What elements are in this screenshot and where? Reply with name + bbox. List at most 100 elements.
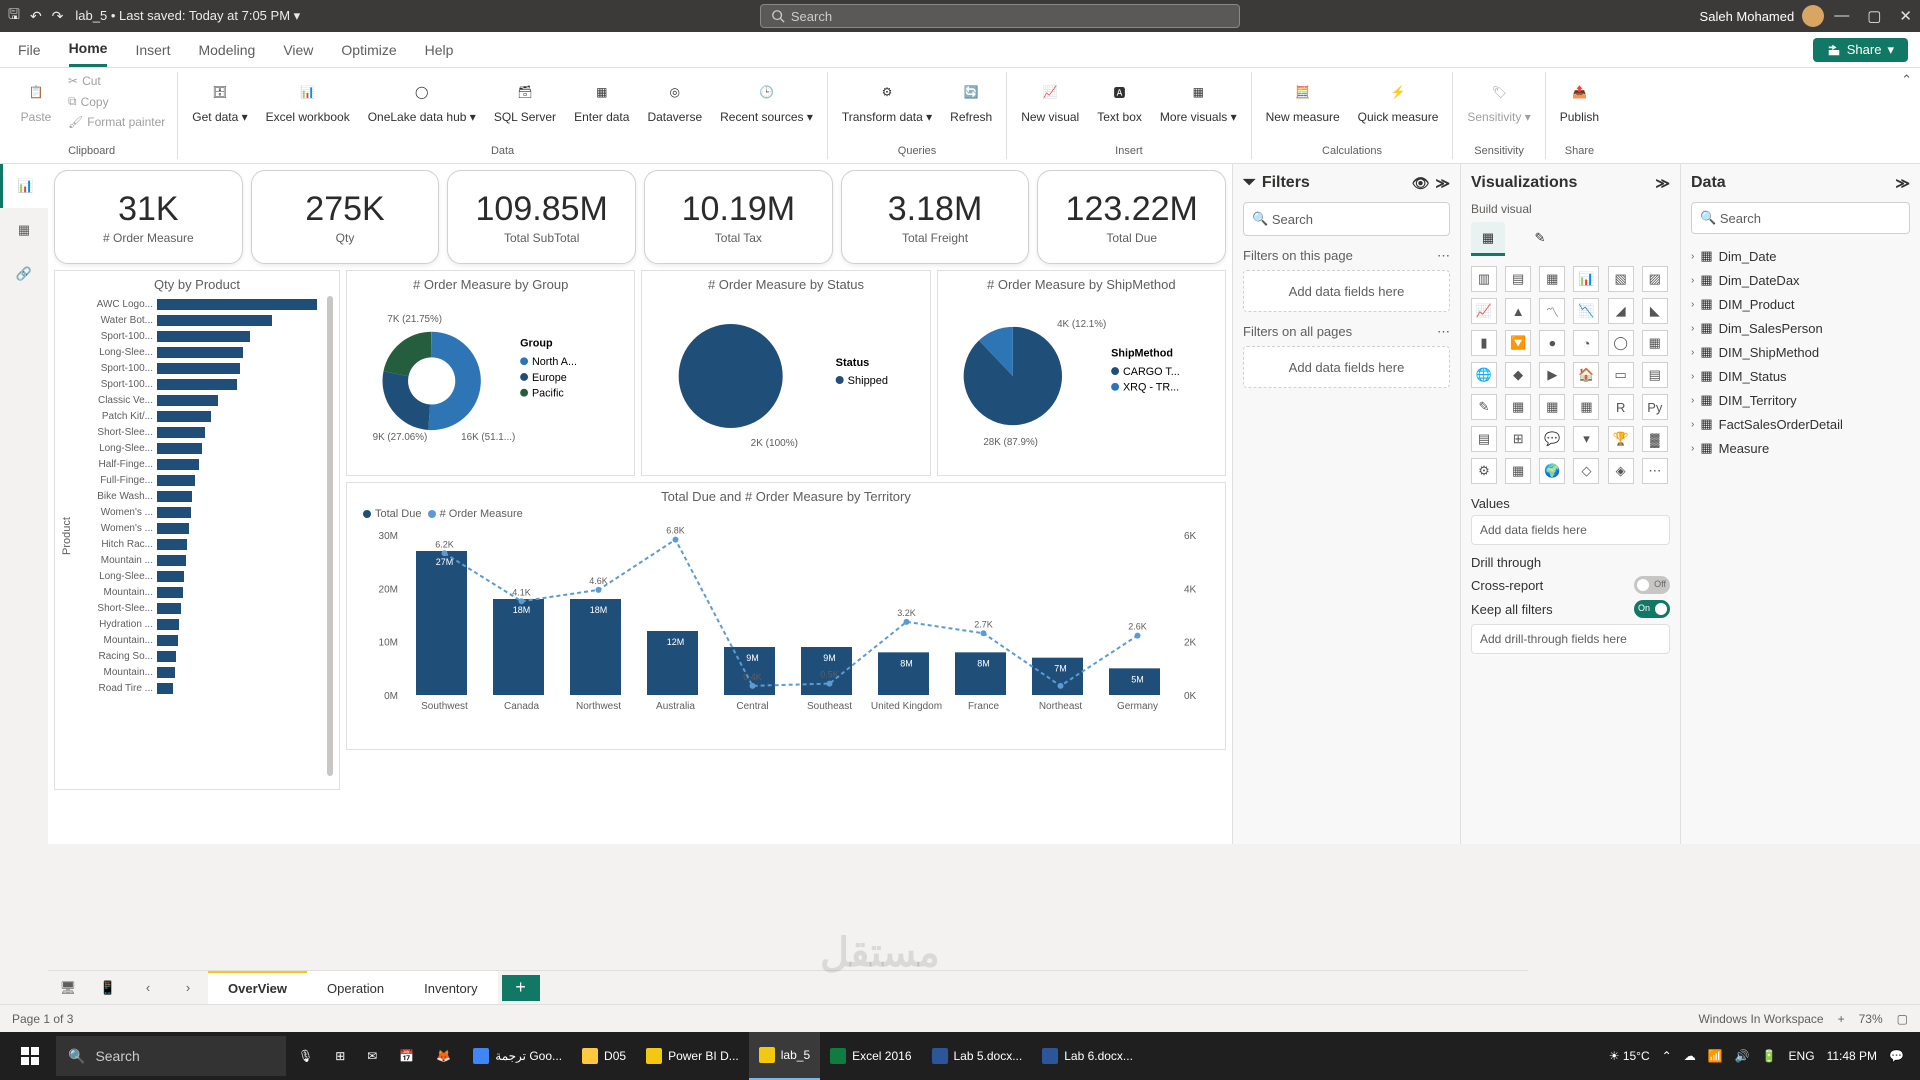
data-table-item[interactable]: ›▦Dim_Date xyxy=(1691,244,1910,268)
all-filters-drop[interactable]: Add data fields here xyxy=(1243,346,1450,388)
text-box-button[interactable]: 🅰Text box xyxy=(1091,72,1148,128)
onelake-button[interactable]: ◯OneLake data hub ▾ xyxy=(362,72,482,128)
qty-by-product-chart[interactable]: Qty by Product Product AWC Logo...Water … xyxy=(54,270,340,790)
collapse-icon[interactable]: ≫ xyxy=(1435,175,1450,192)
add-workspace-icon[interactable]: + xyxy=(1838,1012,1845,1026)
weather-widget[interactable]: ☀ 15°C xyxy=(1609,1049,1650,1063)
kpi-card[interactable]: 3.18MTotal Freight xyxy=(841,170,1030,264)
visual-type-button[interactable]: ▦ xyxy=(1505,458,1531,484)
notifications-icon[interactable]: 💬 xyxy=(1889,1049,1904,1063)
visual-type-button[interactable]: ▲ xyxy=(1505,298,1531,324)
taskbar-app[interactable]: Excel 2016 xyxy=(820,1032,921,1080)
visual-type-button[interactable]: ⦁ xyxy=(1539,330,1565,356)
report-view-icon[interactable]: 📊 xyxy=(0,164,48,208)
filter-search[interactable]: 🔍 Search xyxy=(1243,202,1450,236)
visual-type-button[interactable]: ▦ xyxy=(1539,394,1565,420)
tab-optimize[interactable]: Optimize xyxy=(341,32,396,67)
visual-type-button[interactable]: 🔽 xyxy=(1505,330,1531,356)
mobile-view-icon[interactable]: 📱 xyxy=(88,980,128,996)
visual-type-button[interactable]: ◣ xyxy=(1642,298,1668,324)
global-search[interactable]: Search xyxy=(760,4,1240,28)
collapse-icon[interactable]: ≫ xyxy=(1655,175,1670,192)
data-table-item[interactable]: ›▦DIM_Territory xyxy=(1691,388,1910,412)
new-visual-button[interactable]: 📈New visual xyxy=(1015,72,1085,128)
maximize-icon[interactable]: ▢ xyxy=(1867,7,1881,25)
drill-through-drop[interactable]: Add drill-through fields here xyxy=(1471,624,1670,654)
kpi-card[interactable]: 109.85MTotal SubTotal xyxy=(447,170,636,264)
visual-type-button[interactable]: 〽 xyxy=(1539,298,1565,324)
kpi-card[interactable]: 123.22MTotal Due xyxy=(1037,170,1226,264)
excel-workbook-button[interactable]: 📊Excel workbook xyxy=(260,72,356,128)
fit-page-icon[interactable]: ▢ xyxy=(1897,1012,1908,1026)
visual-type-button[interactable]: ◇ xyxy=(1573,458,1599,484)
kpi-card[interactable]: 31K# Order Measure xyxy=(54,170,243,264)
taskbar-search[interactable]: 🔍Search xyxy=(56,1036,286,1076)
kpi-card[interactable]: 275KQty xyxy=(251,170,440,264)
visual-type-button[interactable]: ▦ xyxy=(1505,394,1531,420)
order-by-status-chart[interactable]: # Order Measure by Status 2K (100%)Statu… xyxy=(641,270,930,476)
visual-type-button[interactable]: ◢ xyxy=(1608,298,1634,324)
visual-type-button[interactable]: 📉 xyxy=(1573,298,1599,324)
data-table-item[interactable]: ›▦DIM_Product xyxy=(1691,292,1910,316)
collapse-icon[interactable]: ≫ xyxy=(1895,175,1910,192)
sql-server-button[interactable]: 🗃SQL Server xyxy=(488,72,562,128)
volume-icon[interactable]: 🔊 xyxy=(1735,1049,1750,1063)
visual-type-button[interactable]: R xyxy=(1608,394,1634,420)
visual-type-button[interactable]: 💬 xyxy=(1539,426,1565,452)
order-by-group-chart[interactable]: # Order Measure by Group 7K (21.75%)9K (… xyxy=(346,270,635,476)
visual-type-button[interactable]: 🏠 xyxy=(1573,362,1599,388)
tab-help[interactable]: Help xyxy=(425,32,454,67)
taskbar-app[interactable]: lab_5 xyxy=(749,1032,820,1080)
more-icon[interactable]: ⋯ xyxy=(1437,248,1450,264)
visual-type-button[interactable]: ▦ xyxy=(1539,266,1565,292)
cut-button[interactable]: ✂Cut xyxy=(64,72,169,90)
visual-type-button[interactable]: ▭ xyxy=(1608,362,1634,388)
visual-type-button[interactable]: ◯ xyxy=(1608,330,1634,356)
eye-icon[interactable]: 👁 xyxy=(1412,175,1430,192)
language-indicator[interactable]: ENG xyxy=(1789,1049,1815,1063)
tab-view[interactable]: View xyxy=(283,32,313,67)
network-icon[interactable]: 📶 xyxy=(1708,1049,1723,1063)
scrollbar[interactable] xyxy=(327,296,333,776)
dataverse-button[interactable]: ◎Dataverse xyxy=(641,72,708,128)
taskbar-app[interactable]: Lab 5.docx... xyxy=(922,1032,1033,1080)
visual-type-button[interactable]: 🌍 xyxy=(1539,458,1565,484)
values-drop[interactable]: Add data fields here xyxy=(1471,515,1670,545)
format-painter-button[interactable]: 🖌Format painter xyxy=(64,113,169,131)
data-table-item[interactable]: ›▦DIM_ShipMethod xyxy=(1691,340,1910,364)
transform-data-button[interactable]: ⚙Transform data ▾ xyxy=(836,72,938,128)
visual-type-button[interactable]: ▤ xyxy=(1642,362,1668,388)
more-visuals-button[interactable]: ▦More visuals ▾ xyxy=(1154,72,1243,128)
visual-type-button[interactable]: ▧ xyxy=(1608,266,1634,292)
onedrive-icon[interactable]: ☁ xyxy=(1684,1049,1696,1063)
next-page-icon[interactable]: › xyxy=(168,980,208,995)
page-tab-inventory[interactable]: Inventory xyxy=(404,971,497,1004)
document-title[interactable]: lab_5 • Last saved: Today at 7:05 PM ▾ xyxy=(75,8,300,24)
page-tab-operation[interactable]: Operation xyxy=(307,971,404,1004)
close-icon[interactable]: ✕ xyxy=(1899,7,1912,25)
user-account[interactable]: Saleh Mohamed xyxy=(1700,5,1825,27)
visual-type-button[interactable]: ⋯ xyxy=(1642,458,1668,484)
data-table-item[interactable]: ›▦DIM_Status xyxy=(1691,364,1910,388)
cortana-icon[interactable]: 🎙 xyxy=(288,1032,323,1080)
model-view-icon[interactable]: 🔗 xyxy=(0,252,48,296)
publish-button[interactable]: 📤Publish xyxy=(1554,72,1605,128)
get-data-button[interactable]: 🗄Get data ▾ xyxy=(186,72,253,128)
page-filters-drop[interactable]: Add data fields here xyxy=(1243,270,1450,312)
refresh-button[interactable]: 🔄Refresh xyxy=(944,72,998,128)
firefox-icon[interactable]: 🦊 xyxy=(426,1032,461,1080)
visual-type-button[interactable]: ▶ xyxy=(1539,362,1565,388)
redo-icon[interactable]: ↷ xyxy=(52,8,64,25)
page-tab-overview[interactable]: OverView xyxy=(208,971,307,1004)
data-table-item[interactable]: ›▦Measure xyxy=(1691,436,1910,460)
clock[interactable]: 11:48 PM xyxy=(1827,1049,1877,1063)
visual-type-button[interactable]: ▾ xyxy=(1573,426,1599,452)
quick-measure-button[interactable]: ⚡Quick measure xyxy=(1352,72,1445,128)
enter-data-button[interactable]: ▦Enter data xyxy=(568,72,635,128)
order-by-shipmethod-chart[interactable]: # Order Measure by ShipMethod 28K (87.9%… xyxy=(937,270,1226,476)
tab-file[interactable]: File xyxy=(18,32,41,67)
undo-icon[interactable]: ↶ xyxy=(30,8,42,25)
tray-chevron-icon[interactable]: ⌃ xyxy=(1662,1049,1672,1063)
kpi-card[interactable]: 10.19MTotal Tax xyxy=(644,170,833,264)
calendar-icon[interactable]: 📅 xyxy=(389,1032,424,1080)
